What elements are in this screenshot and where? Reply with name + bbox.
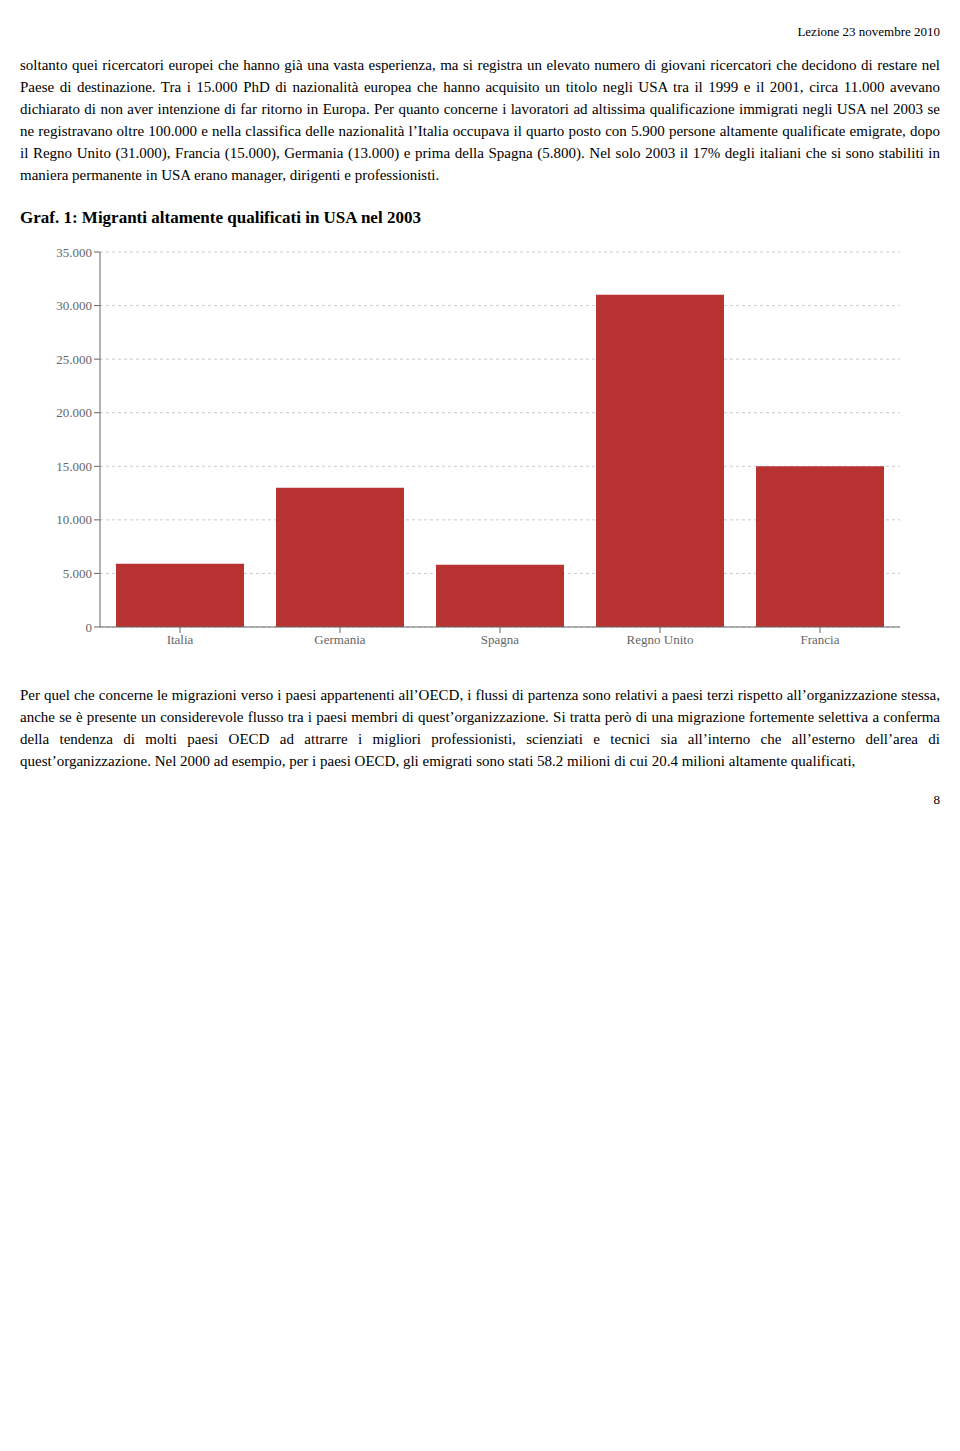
svg-text:15.000: 15.000 xyxy=(56,459,92,474)
svg-text:0: 0 xyxy=(86,620,93,635)
svg-text:5.000: 5.000 xyxy=(63,566,92,581)
html-text:Per quel che concerne le migra: Per quel che concerne le migrazioni vers… xyxy=(20,687,940,769)
svg-text:Spagna: Spagna xyxy=(481,632,520,647)
svg-text:Italia: Italia xyxy=(167,632,194,647)
svg-text:35.000: 35.000 xyxy=(56,245,92,260)
svg-text:Regno Unito: Regno Unito xyxy=(627,632,694,647)
svg-text:25.000: 25.000 xyxy=(56,352,92,367)
html-text:Lezione 23 novembre 2010: Lezione 23 novembre 2010 xyxy=(797,24,940,39)
svg-text:Francia: Francia xyxy=(801,632,840,647)
html-text:soltanto quei ricercatori euro: soltanto quei ricercatori europei che ha… xyxy=(20,57,940,183)
svg-text:30.000: 30.000 xyxy=(56,298,92,313)
svg-text:Germania: Germania xyxy=(314,632,365,647)
html-text:Graf. 1: Migranti altamente qu: Graf. 1: Migranti altamente qualificati … xyxy=(20,208,421,227)
svg-text:10.000: 10.000 xyxy=(56,512,92,527)
html-text:8: 8 xyxy=(933,792,940,807)
svg-text:20.000: 20.000 xyxy=(56,405,92,420)
